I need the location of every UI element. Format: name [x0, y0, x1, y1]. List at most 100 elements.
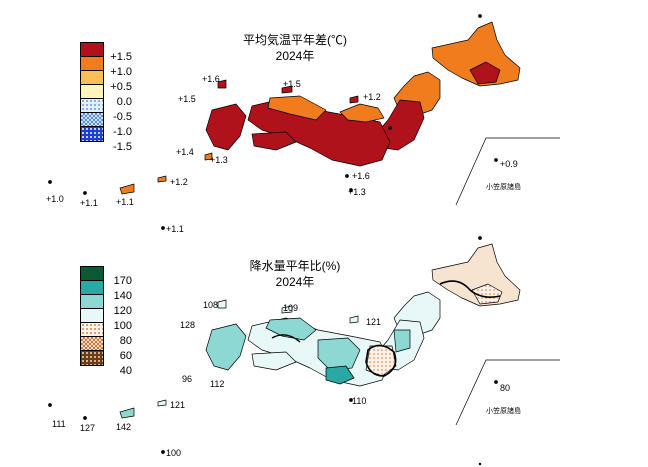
hachijo-dot [345, 174, 349, 178]
prec-contour-chugoku [271, 334, 301, 343]
prec-inset-frame [455, 359, 560, 426]
kii-teal-prec [325, 365, 355, 385]
kyushu-prec [205, 323, 247, 371]
rebun-dot [478, 14, 482, 18]
ishigaki-prec-dot [83, 416, 87, 420]
prec-station-1: 108 [203, 300, 219, 310]
temp-legend-label-7: -1.5 [113, 141, 132, 153]
kinki-teal-prec [317, 337, 361, 371]
prec-contour-hokkaido [439, 280, 501, 298]
prec-station-9: 111 [52, 419, 66, 429]
okinawa-prec [119, 407, 135, 419]
temp-station-10: +1.0 [46, 194, 64, 204]
prec-contour-kanto [365, 344, 397, 377]
prec-legend [80, 266, 104, 366]
minamidaito-prec-dot [161, 450, 165, 454]
temp-station-8: +1.6 [352, 171, 370, 181]
temp-station-2: +1.5 [283, 79, 301, 89]
temp-legend-label-6: -1.0 [113, 126, 132, 138]
temp-legend-label-1: +1.5 [110, 51, 132, 63]
temp-inset-frame [455, 137, 560, 206]
prec-station-3: 128 [180, 320, 196, 330]
prec-station-7: 121 [170, 400, 186, 410]
prec-station-5: 96 [182, 374, 193, 384]
shikoku-temp [251, 131, 297, 151]
prec-station-11: 142 [116, 422, 132, 432]
prec-legend-swatch-6 [81, 337, 103, 351]
temp-legend [80, 42, 104, 142]
temp-station-7: +1.2 [170, 177, 188, 187]
prec-legend-swatch-5 [81, 323, 103, 337]
temp-legend-swatch-1 [81, 43, 103, 57]
temp-station-3: +1.5 [178, 94, 196, 104]
kyushu-temp [205, 103, 247, 151]
temp-legend-swatch-6 [81, 113, 103, 127]
amami-temp [157, 175, 167, 183]
hokkaido-east-prec [471, 283, 503, 305]
yonaguni-prec-dot [48, 403, 52, 407]
prec-legend-label-4: 100 [113, 320, 132, 332]
prec-station-10: 127 [80, 423, 96, 433]
temp-legend-label-3: +0.5 [110, 81, 132, 93]
prec-legend-label-7: 40 [119, 365, 132, 377]
tsushima-temp [217, 79, 227, 89]
izu-dot [349, 188, 353, 192]
oki-temp [281, 85, 293, 94]
temp-legend-swatch-2 [81, 57, 103, 71]
prec-legend-label-3: 120 [113, 305, 132, 317]
bottom-dot [478, 462, 482, 466]
tanegashima-temp [204, 152, 213, 161]
yonaguni-dot [48, 180, 52, 184]
prec-islands-label: 小笠原諸島 [486, 408, 521, 415]
rebun-prec-dot [478, 236, 482, 240]
prec-station-2: 109 [283, 303, 299, 313]
tsushima-prec [217, 299, 227, 309]
prec-station-8: 110 [352, 396, 367, 406]
temp-legend-swatch-7 [81, 127, 103, 141]
chugoku-teal-prec [265, 317, 317, 341]
temp-station-11: +1.1 [80, 198, 98, 208]
temp-station-13: +1.1 [166, 224, 184, 234]
temp-station-5: +1.4 [176, 147, 194, 157]
shikoku-prec [251, 351, 297, 371]
prec-station-4: 121 [366, 317, 382, 327]
temp-station-9: +1.3 [348, 187, 366, 197]
chichijima-dot [494, 158, 498, 162]
prec-station-13: 80 [500, 383, 511, 393]
sado-prec [349, 315, 359, 324]
temp-map-year: 2024年 [275, 49, 315, 63]
hokkaido-east-temp [469, 61, 501, 85]
prec-map-title: 降水量平年比(%) [249, 259, 341, 273]
temp-legend-swatch-4 [81, 85, 103, 99]
prec-legend-swatch-1 [81, 267, 103, 281]
sado-temp [349, 95, 359, 104]
temp-station-1: +1.6 [202, 74, 220, 84]
prec-legend-label-6: 60 [119, 350, 132, 362]
prec-legend-label-5: 80 [119, 335, 132, 347]
prec-legend-swatch-4 [81, 309, 103, 323]
prec-legend-label-1: 170 [113, 275, 132, 287]
prec-map-year: 2024年 [275, 275, 315, 289]
chugoku-temp [267, 95, 327, 121]
temp-legend-swatch-3 [81, 71, 103, 85]
hokuriku-temp [339, 103, 385, 123]
oki-prec [281, 305, 293, 314]
tohoku-teal-prec [393, 329, 411, 353]
temp-legend-label-4: 0.0 [116, 96, 132, 108]
okinawa-temp [119, 183, 135, 195]
temp-legend-label-5: -0.5 [113, 111, 132, 123]
prec-station-12: 100 [166, 448, 182, 458]
prec-station-6: 112 [210, 379, 225, 389]
prec-legend-swatch-7 [81, 351, 103, 365]
temp-map-land [48, 14, 521, 230]
temp-station-12: +1.1 [116, 197, 134, 207]
amami-prec [157, 399, 167, 407]
temp-legend-label-2: +1.0 [110, 66, 132, 78]
temp-islands-label: 小笠原諸島 [486, 184, 521, 191]
temp-legend-swatch-5 [81, 99, 103, 113]
sendai-dot [388, 126, 392, 130]
temp-station-14: +0.9 [500, 159, 518, 169]
temp-station-4: +1.2 [363, 92, 381, 102]
minamidaito-dot [161, 226, 165, 230]
